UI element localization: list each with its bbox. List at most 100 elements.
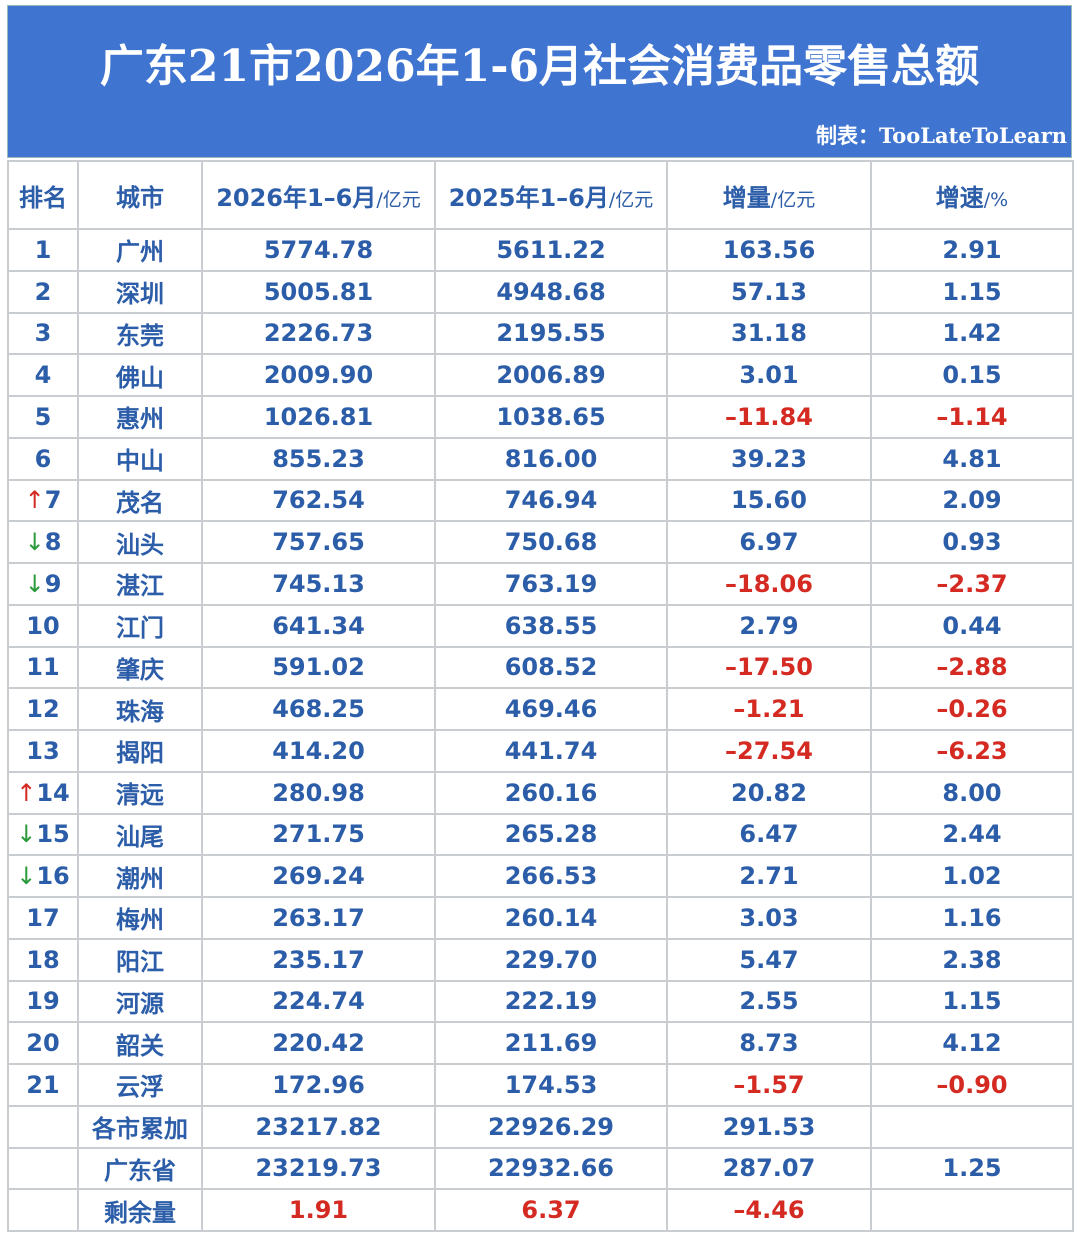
value: 762.54 [272,486,365,515]
table-cell: 15.60 [666,478,872,523]
value: 757.65 [272,528,365,557]
value: 5774.78 [263,235,374,264]
column-title: 增量 [722,183,771,212]
table-cell: 469.46 [434,687,668,731]
value: 0.15 [942,361,1002,390]
table-row: ↓16 潮州 269.24 266.53 2.71 1.02 [7,854,1074,898]
table-cell: 云浮 [77,1063,203,1107]
table-cell: 21 [7,1063,79,1107]
table-row: 剩余量 1.91 6.37 –4.46 [7,1188,1074,1232]
value: –2.88 [936,653,1008,682]
table-cell: 6.47 [666,812,872,857]
column-title: 城市 [116,183,164,212]
table-cell: 揭阳 [77,729,203,773]
value: 266.53 [504,862,598,891]
title: 广东21市2026年1-6月社会消费品零售总额 [99,41,980,92]
city: 汕头 [116,530,164,559]
value: 1.91 [288,1196,349,1225]
value: 2.38 [942,945,1002,974]
table-cell [870,1188,1074,1232]
table-row: ↓15 汕尾 271.75 265.28 6.47 2.44 [7,812,1074,857]
value: 0.93 [942,528,1002,557]
table-cell: ↓9 [7,562,79,606]
value: 8.73 [739,1029,799,1058]
table-cell: –1.57 [666,1063,872,1107]
value: 2.44 [942,820,1002,849]
table-cell: 414.20 [201,729,436,773]
table-cell: 中山 [77,436,203,481]
table-cell: 18 [7,937,79,982]
value: 5005.81 [263,277,374,306]
table-cell: 1.91 [201,1188,436,1232]
column-unit: /亿元 [608,188,654,211]
table-cell: 8.00 [870,770,1074,815]
table-row: 4 佛山 2009.90 2006.89 3.01 0.15 [7,353,1074,397]
table-cell: 762.54 [201,478,436,523]
value: 745.13 [272,569,365,598]
rank: 15 [36,820,70,849]
table-row: 各市累加 23217.82 22926.29 291.53 [7,1104,1074,1149]
banner: 广东21市2026年1-6月社会消费品零售总额 制表：TooLateToLear… [7,5,1072,158]
table-cell: 263.17 [201,896,436,940]
table-cell: 287.07 [666,1146,872,1191]
table-cell: 1026.81 [201,395,436,439]
value: 3.01 [739,361,799,390]
table-cell: –6.23 [870,729,1074,773]
value: 5611.22 [496,235,606,264]
table-cell: 260.14 [434,896,668,940]
table-cell: 172.96 [201,1063,436,1107]
value: 469.46 [504,695,598,724]
value: 1.15 [942,277,1002,306]
rank: 11 [26,653,60,682]
table-cell: 惠州 [77,395,203,439]
table-row: 19 河源 224.74 222.19 2.55 1.15 [7,979,1074,1024]
value: 287.07 [722,1154,816,1183]
column-header: 2025年1–6月/亿元 [434,160,668,230]
value: 6.47 [739,820,799,849]
table-cell: 6.97 [666,520,872,564]
table-cell: 1.02 [870,854,1074,898]
table-cell: 174.53 [434,1063,668,1107]
table-cell: 2009.90 [201,353,436,397]
table-row: ↑14 清远 280.98 260.16 20.82 8.00 [7,770,1074,815]
column-title: 增速 [935,183,984,212]
value: 280.98 [272,778,365,807]
table-cell: 2.91 [870,228,1074,272]
table-cell: 韶关 [77,1021,203,1065]
table-cell: 5 [7,395,79,439]
value: 39.23 [731,444,807,473]
table-body: 1 广州 5774.78 5611.22 163.56 2.91 2 深圳 5005.81 494… [7,228,1074,1232]
value: 235.17 [272,945,365,974]
table-cell: 珠海 [77,687,203,731]
rank: 6 [34,444,52,473]
table-cell: –11.84 [666,395,872,439]
value: 5.47 [739,945,799,974]
value: 2195.55 [496,319,606,348]
table-row: 广东省 23219.73 22932.66 287.07 1.25 [7,1146,1074,1191]
table-cell: 1.16 [870,896,1074,940]
table-cell: 5005.81 [201,269,436,314]
table-cell: 各市累加 [77,1104,203,1149]
rank: 13 [26,736,60,765]
table-row: 5 惠州 1026.81 1038.65 –11.84 –1.14 [7,395,1074,439]
value: 2.91 [942,235,1002,264]
table-cell: 0.44 [870,603,1074,648]
table-row: 21 云浮 172.96 174.53 –1.57 –0.90 [7,1063,1074,1107]
table-cell: 东莞 [77,311,203,356]
value: 174.53 [504,1070,598,1099]
city: 汕尾 [116,822,164,851]
table-cell: –18.06 [666,562,872,606]
column-header: 城市 [77,160,203,230]
table-cell: 17 [7,896,79,940]
table-cell: 291.53 [666,1104,872,1149]
rank: 18 [26,945,60,974]
table-cell: 3.01 [666,353,872,397]
table-cell: 2006.89 [434,353,668,397]
table-cell: 1.42 [870,311,1074,356]
table-cell: ↓16 [7,854,79,898]
value: 31.18 [731,319,807,348]
value: 468.25 [272,695,365,724]
table-cell: 816.00 [434,436,668,481]
city: 惠州 [116,405,164,434]
table-cell: 汕头 [77,520,203,564]
